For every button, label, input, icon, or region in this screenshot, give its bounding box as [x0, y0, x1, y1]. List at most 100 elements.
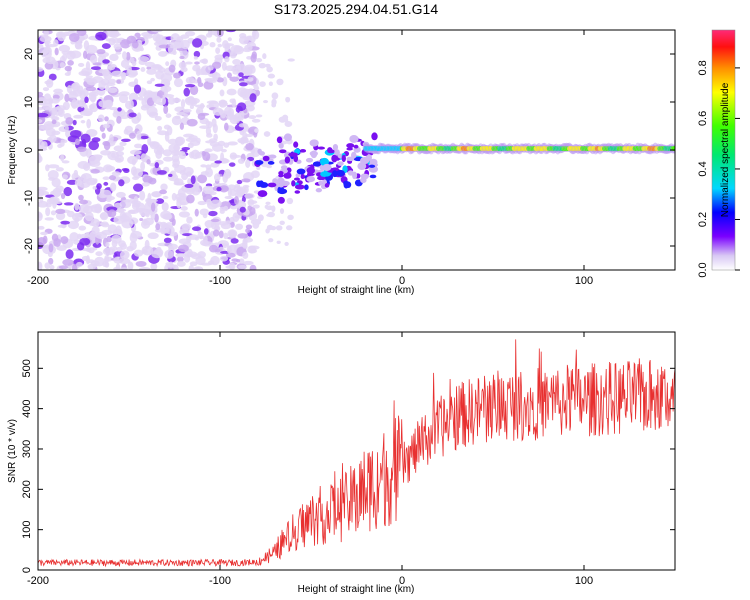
- noise-spot: [238, 110, 245, 121]
- noise-spot: [209, 41, 216, 48]
- noise-spot: [247, 205, 252, 212]
- noise-spot: [103, 141, 111, 151]
- noise-spot: [67, 220, 80, 230]
- noise-spot: [228, 230, 236, 238]
- noise-spot: [193, 56, 198, 60]
- spectrogram-x-ticks: -200 -100 0 100: [27, 30, 593, 287]
- noise-spot: [150, 30, 163, 33]
- snr-panel: -200 -100 0 100 0 100 200 300 400 500 Height of …: [7, 331, 676, 595]
- noise-spot: [101, 132, 106, 139]
- noise-spot: [39, 35, 52, 43]
- noise-spot: [130, 230, 143, 239]
- noise-spot: [203, 81, 214, 90]
- noise-spot: [172, 264, 179, 270]
- noise-spot: [141, 98, 147, 107]
- noise-spot: [214, 222, 220, 231]
- onset-spot: [351, 151, 357, 159]
- noise-spot: [232, 58, 241, 66]
- noise-spot: [53, 39, 59, 47]
- noise-spot: [85, 248, 92, 252]
- noise-spot: [188, 264, 195, 270]
- onset-spot: [343, 180, 349, 186]
- noise-spot: [156, 144, 163, 154]
- noise-spot: [79, 98, 86, 108]
- noise-spot: [167, 243, 178, 250]
- noise-spot: [230, 154, 242, 159]
- noise-spot: [180, 98, 186, 109]
- y-tick-label: 200: [21, 480, 33, 498]
- noise-spot: [144, 217, 155, 226]
- snr-x-label: Height of straight line (km): [298, 584, 415, 595]
- noise-spot: [242, 240, 248, 249]
- noise-spot: [163, 87, 168, 97]
- noise-spot: [194, 236, 199, 241]
- noise-spot: [132, 168, 144, 179]
- noise-spot: [110, 182, 117, 192]
- noise-spot: [176, 111, 186, 116]
- noise-spot: [77, 62, 85, 68]
- noise-spot: [271, 92, 279, 100]
- onset-spot: [294, 190, 301, 194]
- noise-spot: [98, 100, 109, 108]
- noise-spot: [179, 170, 186, 176]
- noise-spot: [109, 106, 118, 111]
- noise-spot: [129, 132, 136, 139]
- noise-spot: [49, 265, 55, 270]
- noise-spot: [98, 80, 106, 91]
- noise-spot: [45, 207, 51, 217]
- noise-spot: [176, 260, 186, 267]
- noise-spot: [111, 38, 122, 44]
- noise-spot: [64, 65, 72, 72]
- noise-spot: [115, 191, 126, 198]
- noise-spot: [140, 135, 149, 140]
- noise-spot: [227, 37, 232, 42]
- noise-spot: [58, 265, 69, 270]
- noise-spot: [229, 205, 238, 210]
- colorbar: 0.0 0.2 0.4 0.6 0.8 Normalized spectral ampl…: [697, 29, 740, 278]
- noise-spot: [102, 176, 110, 180]
- onset-spot: [317, 176, 326, 181]
- noise-spot: [150, 263, 158, 270]
- noise-spot: [237, 63, 246, 73]
- noise-spot: [76, 85, 84, 95]
- noise-spot: [55, 208, 66, 214]
- noise-spot: [223, 122, 229, 131]
- noise-spot: [140, 161, 146, 172]
- noise-spot: [247, 76, 254, 82]
- noise-spot: [132, 183, 144, 192]
- noise-spot: [184, 83, 196, 88]
- noise-spot: [101, 68, 110, 77]
- onset-spot: [267, 182, 277, 188]
- noise-spot: [266, 66, 273, 73]
- noise-spot: [165, 113, 172, 118]
- noise-spot: [268, 81, 273, 86]
- onset-spot: [267, 161, 275, 165]
- onset-spot: [309, 139, 319, 147]
- noise-spot: [197, 200, 207, 206]
- noise-spot: [172, 158, 180, 167]
- noise-spot: [129, 240, 137, 251]
- noise-spot: [42, 102, 53, 110]
- noise-spot: [218, 99, 227, 108]
- noise-spot: [237, 233, 249, 239]
- noise-spot: [68, 32, 80, 42]
- noise-spot: [113, 145, 125, 152]
- noise-spot: [60, 220, 70, 225]
- noise-spot: [174, 115, 181, 120]
- noise-spot: [248, 115, 257, 120]
- noise-spot: [197, 76, 202, 84]
- noise-spot: [190, 149, 201, 160]
- noise-spot: [85, 148, 92, 159]
- x-tick-label: -100: [209, 575, 231, 587]
- noise-spot: [77, 161, 90, 169]
- colorbar-gradient: [712, 30, 735, 270]
- noise-spot: [44, 262, 51, 269]
- noise-spot: [52, 187, 62, 198]
- noise-spot: [90, 169, 100, 174]
- noise-spot: [148, 177, 157, 185]
- noise-spot: [133, 84, 142, 94]
- noise-spot: [178, 244, 189, 253]
- noise-spot: [287, 214, 294, 221]
- noise-spot: [50, 210, 57, 216]
- noise-spot: [229, 50, 237, 59]
